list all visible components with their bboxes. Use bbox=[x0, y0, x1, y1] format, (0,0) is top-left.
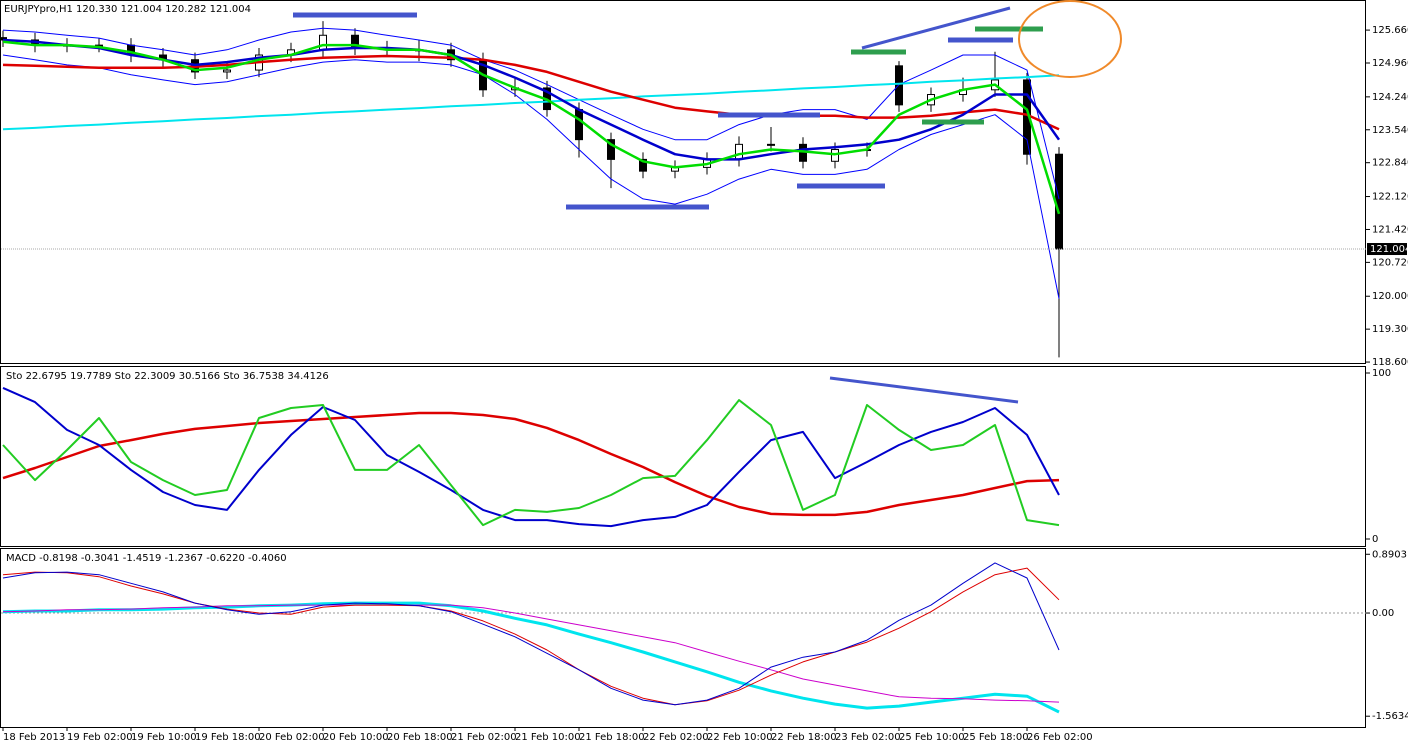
candle-body bbox=[575, 109, 583, 141]
indicator-line bbox=[2, 411, 1060, 517]
x-tick-label: 22 Feb 02:00 bbox=[643, 732, 709, 743]
candle-body bbox=[1055, 153, 1063, 250]
x-tick-label: 23 Feb 02:00 bbox=[835, 732, 901, 743]
candle-body bbox=[639, 158, 647, 172]
y-tick-label: 0.00 bbox=[1372, 608, 1394, 619]
y-tick-label: 0 bbox=[1372, 534, 1378, 545]
x-tick-label: 20 Feb 10:00 bbox=[323, 732, 389, 743]
indicator-line bbox=[2, 27, 1060, 200]
indicator-line bbox=[2, 604, 1060, 703]
x-tick-label: 19 Feb 10:00 bbox=[131, 732, 197, 743]
hand-drawn-annotations bbox=[293, 0, 1122, 404]
y-tick-label: 120.720 bbox=[1372, 257, 1408, 268]
annotation-line bbox=[829, 376, 1019, 404]
y-tick-label: 120.000 bbox=[1372, 291, 1408, 302]
candle-body bbox=[767, 143, 775, 146]
indicator-line bbox=[2, 562, 1060, 706]
candle-body bbox=[223, 69, 231, 73]
indicator-line bbox=[2, 601, 1060, 714]
x-tick-label: 26 Feb 02:00 bbox=[1027, 732, 1093, 743]
y-tick-label: 118.600 bbox=[1372, 357, 1408, 368]
indicator-line bbox=[2, 54, 1060, 131]
y-tick-label: 100 bbox=[1372, 368, 1391, 379]
x-tick-label: 21 Feb 02:00 bbox=[451, 732, 517, 743]
candle-body bbox=[895, 65, 903, 106]
last-price-box bbox=[1367, 243, 1407, 256]
annotation-line bbox=[861, 6, 1011, 50]
x-tick-label: 25 Feb 18:00 bbox=[963, 732, 1029, 743]
candle-body bbox=[319, 34, 327, 51]
macd-title: MACD -0.8198 -0.3041 -1.4519 -1.2367 -0.… bbox=[6, 553, 287, 564]
indicator-line bbox=[2, 74, 1060, 131]
y-tick-label: 125.660 bbox=[1372, 25, 1408, 36]
y-tick-label: 0.8903 bbox=[1372, 549, 1407, 560]
stochastic-panel bbox=[0, 366, 1366, 547]
indicator-line bbox=[2, 399, 1060, 527]
stochastic-title: Sto 22.6795 19.7789 Sto 22.3009 30.5166 … bbox=[6, 371, 329, 382]
macd-panel bbox=[0, 548, 1366, 728]
y-tick-label: -1.5634 bbox=[1372, 711, 1408, 722]
x-tick-label: 19 Feb 02:00 bbox=[67, 732, 133, 743]
candle-body bbox=[607, 139, 615, 160]
y-tick-label: 119.300 bbox=[1372, 324, 1408, 335]
price-panel bbox=[0, 0, 1366, 364]
x-tick-label: 20 Feb 18:00 bbox=[387, 732, 453, 743]
x-tick-label: 20 Feb 02:00 bbox=[259, 732, 325, 743]
x-tick-label: 21 Feb 10:00 bbox=[515, 732, 581, 743]
y-tick-label: 121.420 bbox=[1372, 224, 1408, 235]
last-price-label: 121.004 bbox=[1370, 244, 1408, 255]
plot-layer bbox=[0, 21, 1366, 714]
x-tick-label: 22 Feb 10:00 bbox=[707, 732, 773, 743]
indicator-line bbox=[2, 567, 1060, 706]
indicator-line bbox=[2, 54, 1060, 299]
y-tick-label: 123.540 bbox=[1372, 125, 1408, 136]
y-tick-label: 122.840 bbox=[1372, 158, 1408, 169]
y-tick-label: 124.240 bbox=[1372, 92, 1408, 103]
annotation-circle bbox=[1018, 0, 1122, 78]
y-tick-label: 122.120 bbox=[1372, 192, 1408, 203]
x-tick-label: 18 Feb 2013 bbox=[3, 732, 65, 743]
indicator-line bbox=[2, 40, 1061, 215]
x-tick-label: 22 Feb 18:00 bbox=[771, 732, 837, 743]
indicator-line bbox=[2, 386, 1060, 528]
x-tick-label: 19 Feb 18:00 bbox=[195, 732, 261, 743]
x-tick-label: 21 Feb 18:00 bbox=[579, 732, 645, 743]
candle-body bbox=[735, 143, 743, 160]
indicator-line bbox=[2, 38, 1061, 161]
y-tick-label: 124.960 bbox=[1372, 58, 1408, 69]
x-tick-label: 25 Feb 10:00 bbox=[899, 732, 965, 743]
price-title: EURJPYpro,H1 120.330 121.004 120.282 121… bbox=[4, 4, 251, 15]
